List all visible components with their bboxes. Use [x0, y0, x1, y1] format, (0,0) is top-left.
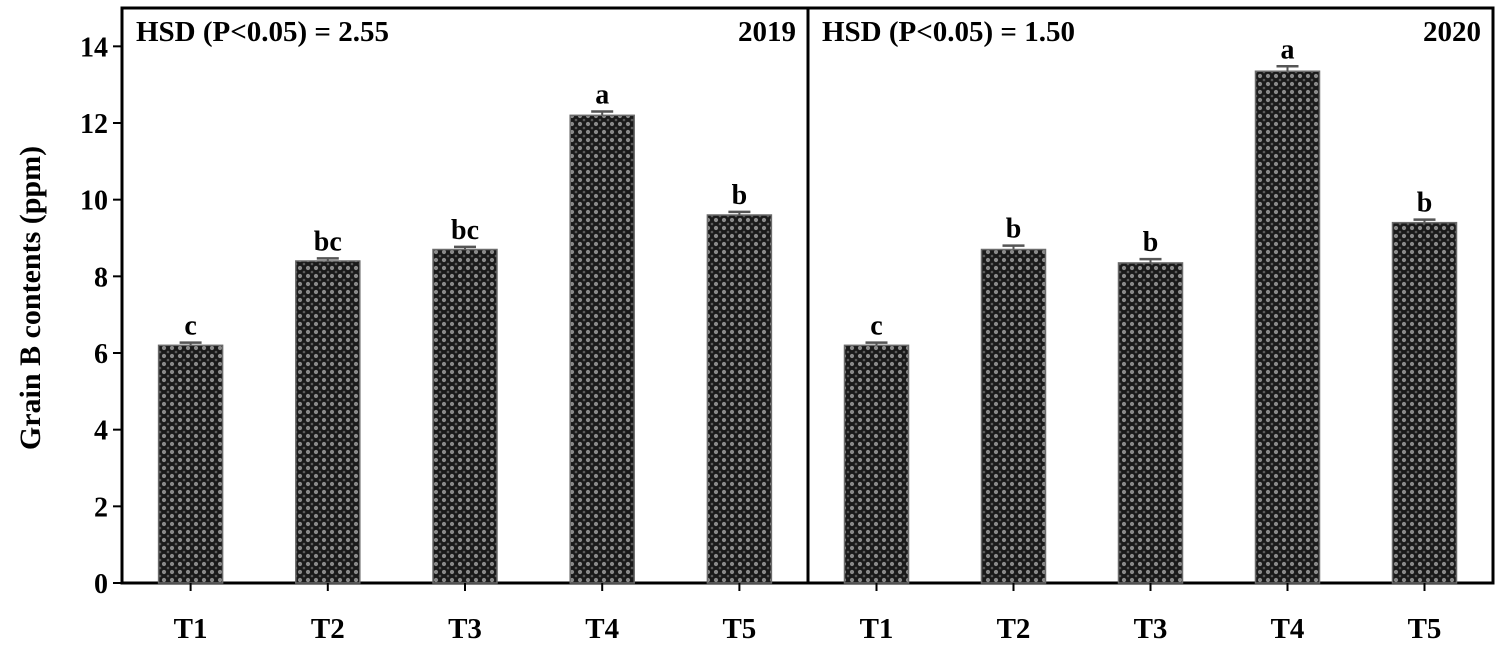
bar-T4 [569, 114, 635, 584]
x-tick-label: T3 [1134, 613, 1168, 645]
hsd-annotation: HSD (P<0.05) = 2.55 [136, 16, 389, 48]
x-tick-label: T5 [1408, 613, 1442, 645]
y-tick-label: 14 [80, 32, 108, 63]
panel-2020: c T1 b T2 b T3 a T4 b T5 HSD (P<0.05) = 1.50 2020 [806, 6, 1495, 645]
significance-letter: c [184, 311, 196, 342]
panel-2019: 0 2 4 6 8 10 12 14 c T1 bc T2 bc T3 a T4 b T5 HSD (P<0.05)… [80, 6, 810, 645]
bar-T1 [843, 344, 910, 584]
x-tick-label: T3 [448, 613, 482, 645]
y-tick-label: 6 [94, 339, 108, 370]
bar-T5 [706, 214, 773, 584]
bar-T4 [1254, 70, 1321, 584]
bar-T5 [1391, 221, 1458, 584]
y-tick-label: 2 [94, 492, 108, 523]
significance-letter: b [1006, 214, 1022, 245]
bar-T3 [432, 248, 498, 584]
significance-letter: b [1417, 188, 1433, 219]
significance-letter: b [1143, 227, 1159, 258]
significance-letter: c [870, 311, 882, 342]
bar-T2 [295, 260, 361, 584]
significance-letter: bc [451, 215, 479, 246]
y-tick-label: 12 [80, 109, 108, 140]
significance-letter: a [595, 80, 609, 111]
y-tick-label: 10 [80, 186, 108, 217]
y-tick-label: 8 [94, 262, 108, 293]
bar-T3 [1117, 262, 1184, 584]
significance-letter: a [1281, 34, 1295, 65]
x-tick-label: T5 [722, 613, 756, 645]
y-axis-label: Grain B contents (ppm) [14, 146, 47, 450]
panel-year-label: 2020 [1423, 16, 1481, 48]
bar-T1 [157, 344, 224, 584]
panel-year-label: 2019 [738, 16, 796, 48]
bar-T2 [980, 248, 1047, 584]
x-tick-label: T1 [860, 613, 894, 645]
x-tick-label: T1 [174, 613, 208, 645]
x-tick-label: T2 [311, 613, 345, 645]
y-tick-label: 4 [94, 416, 108, 447]
x-tick-label: T2 [997, 613, 1031, 645]
significance-letter: bc [314, 226, 342, 257]
x-tick-label: T4 [1271, 613, 1305, 645]
y-tick-label: 0 [94, 569, 108, 600]
significance-letter: b [732, 180, 748, 211]
x-tick-label: T4 [585, 613, 619, 645]
hsd-annotation: HSD (P<0.05) = 1.50 [822, 16, 1075, 48]
